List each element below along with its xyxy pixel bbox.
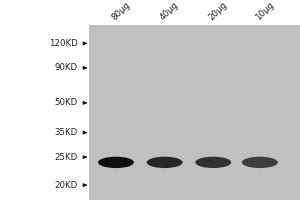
Ellipse shape bbox=[242, 157, 278, 168]
Ellipse shape bbox=[147, 157, 183, 168]
Ellipse shape bbox=[195, 157, 231, 168]
Bar bbox=[88, 25, 300, 200]
Text: 25KD: 25KD bbox=[55, 153, 78, 162]
Text: 10μg: 10μg bbox=[254, 0, 275, 22]
Text: 20μg: 20μg bbox=[207, 0, 229, 22]
Text: 80μg: 80μg bbox=[110, 0, 132, 22]
Text: 90KD: 90KD bbox=[55, 63, 78, 72]
Text: 50KD: 50KD bbox=[55, 98, 78, 107]
Text: 20KD: 20KD bbox=[55, 181, 78, 190]
Text: 35KD: 35KD bbox=[55, 128, 78, 137]
Text: 40μg: 40μg bbox=[158, 0, 180, 22]
Text: 120KD: 120KD bbox=[49, 39, 78, 48]
Ellipse shape bbox=[98, 157, 134, 168]
